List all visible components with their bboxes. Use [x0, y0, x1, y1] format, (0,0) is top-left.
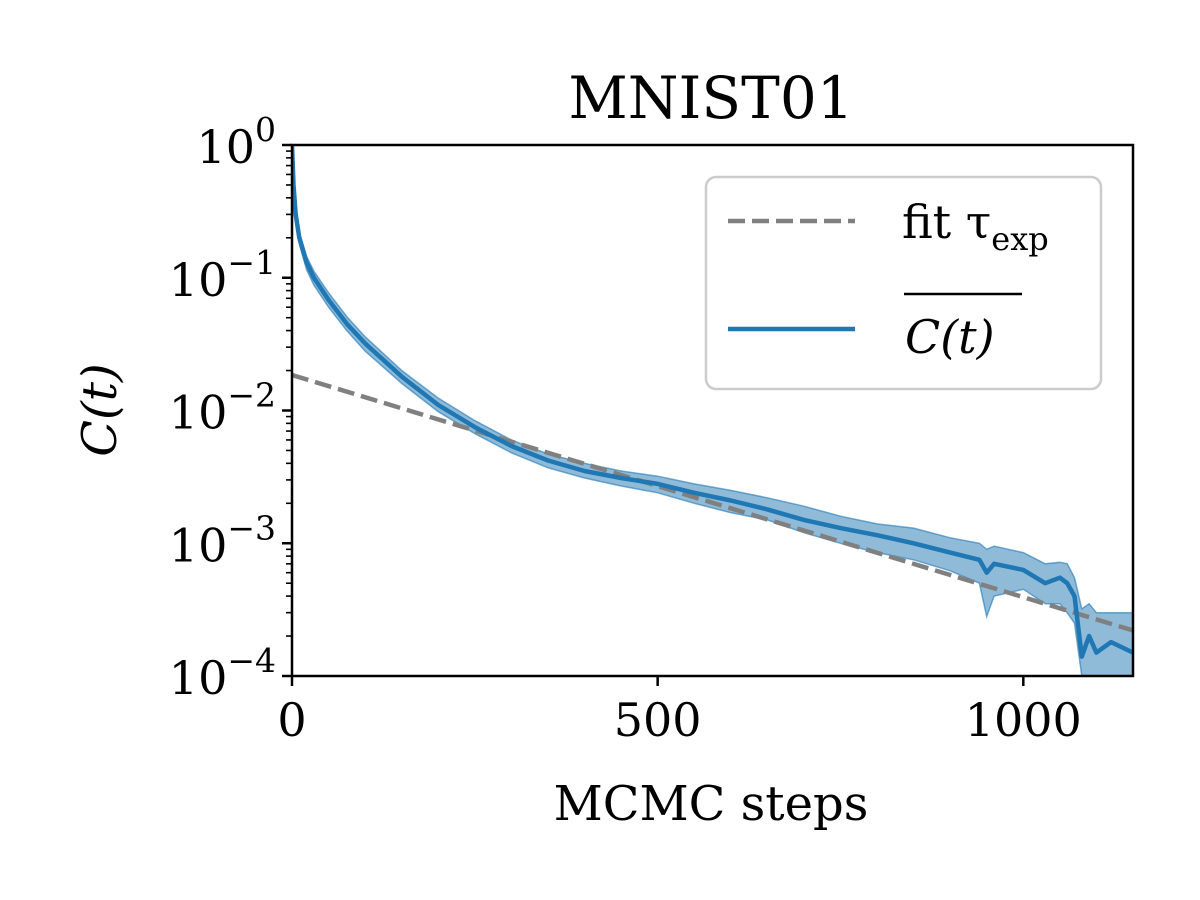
y-tick-label: 10 — [169, 518, 228, 572]
legend: fit τexp C(t) — [704, 175, 1103, 391]
y-tick-exponent: 0 — [255, 110, 276, 149]
y-tick-label: 10 — [169, 651, 228, 705]
y-tick-label: 10 — [169, 253, 228, 307]
y-axis-label: C(t) — [72, 363, 128, 456]
y-tick-exponent: −4 — [227, 641, 276, 680]
x-tick-label: 500 — [614, 693, 702, 747]
fit-line — [292, 372, 1133, 633]
series-layer — [292, 145, 1133, 659]
legend-mean-label: C(t) — [905, 310, 995, 364]
legend-fit-label: fit τexp — [902, 195, 1049, 258]
x-axis-label: MCMC steps — [554, 776, 869, 832]
x-tick-label: 1000 — [965, 693, 1082, 747]
chart-title: MNIST01 — [568, 64, 853, 132]
x-tick-label: 0 — [277, 693, 306, 747]
y-tick-label: 10 — [196, 120, 255, 174]
y-tick-exponent: −2 — [227, 376, 276, 415]
y-tick-label: 10 — [169, 386, 228, 440]
mean-curve-line — [292, 145, 1133, 659]
legend-box — [704, 175, 1103, 391]
y-tick-exponent: −3 — [227, 508, 276, 547]
y-tick-exponent: −1 — [227, 243, 276, 282]
